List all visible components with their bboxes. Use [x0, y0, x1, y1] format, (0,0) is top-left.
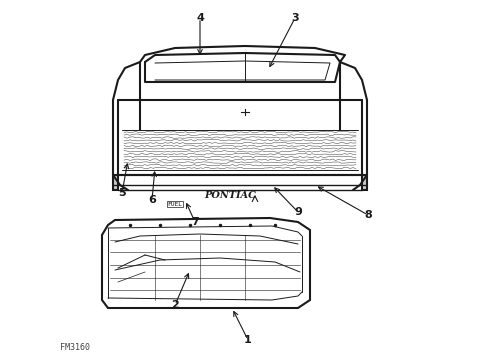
- Text: 4: 4: [196, 13, 204, 23]
- Text: 7: 7: [191, 217, 199, 227]
- Text: 8: 8: [364, 210, 372, 220]
- Text: PONTIAC: PONTIAC: [204, 192, 256, 201]
- Text: 6: 6: [148, 195, 156, 205]
- Text: 1: 1: [244, 335, 252, 345]
- Text: FM3160: FM3160: [60, 343, 90, 352]
- Polygon shape: [362, 175, 367, 190]
- Text: 3: 3: [291, 13, 299, 23]
- Text: 9: 9: [294, 207, 302, 217]
- Text: FUEL: FUEL: [168, 202, 182, 207]
- Text: 5: 5: [118, 188, 126, 198]
- Text: 2: 2: [171, 300, 179, 310]
- Polygon shape: [113, 175, 118, 190]
